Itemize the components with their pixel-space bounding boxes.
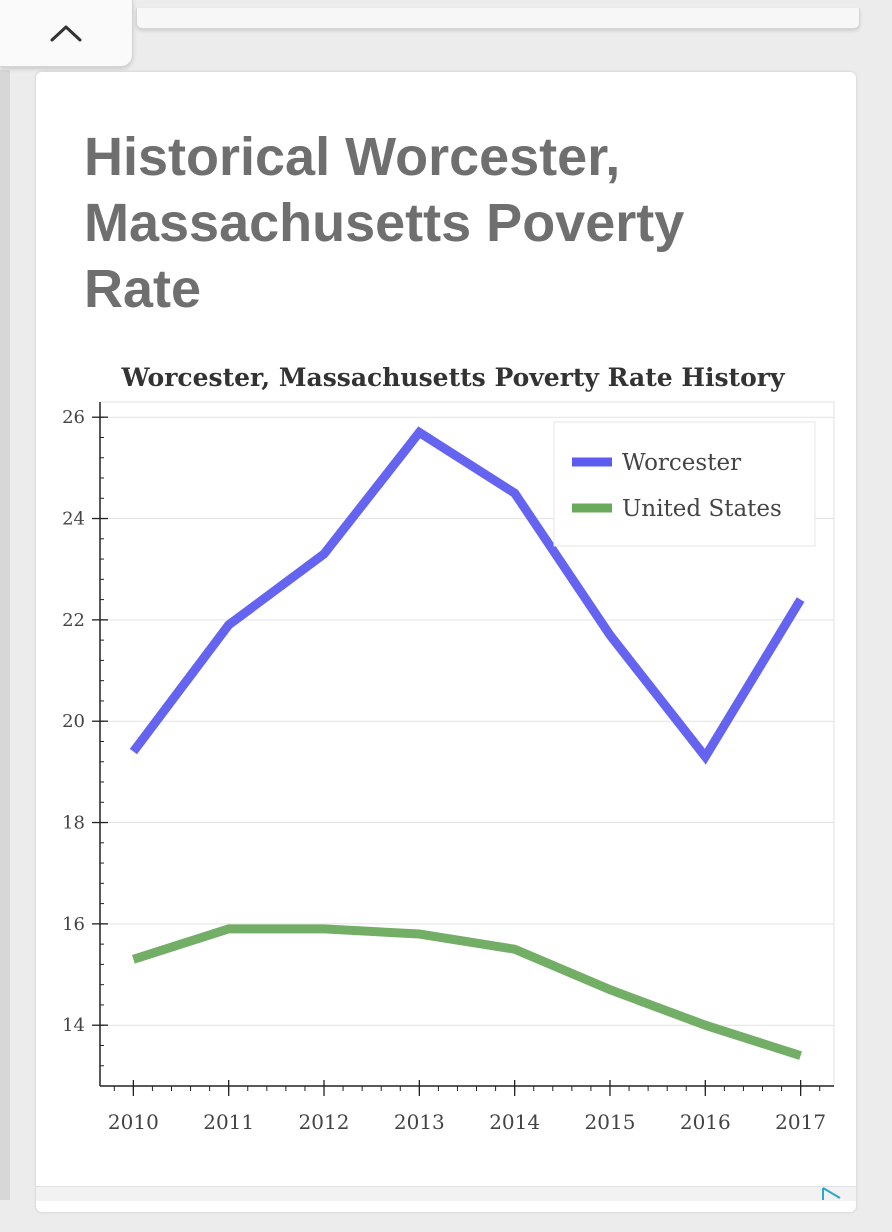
x-tick-label-2014: 2014	[489, 1110, 540, 1134]
y-tick-label-20: 20	[62, 711, 85, 732]
series-line-united-states	[132, 924, 802, 1060]
x-tick-label-2012: 2012	[299, 1110, 350, 1134]
page-title: Historical Worcester, Massachusetts Pove…	[84, 127, 685, 319]
content-card: Historical Worcester, Massachusetts Pove…	[36, 72, 856, 1212]
y-tick-label-26: 26	[62, 407, 85, 428]
axes: 14 16 18 20 22 24 26 2010 2011 2012 2013 2014 2015 20…	[62, 402, 834, 1134]
chevron-up-icon	[50, 25, 82, 42]
collapse-tab-button[interactable]	[0, 0, 133, 67]
legend: Worcester United States	[553, 421, 816, 547]
y-tick-label-22: 22	[62, 610, 85, 631]
legend-box	[553, 421, 816, 547]
top-strip	[136, 8, 860, 29]
legend-label-worcester: Worcester	[622, 450, 741, 476]
bottom-bar	[36, 1186, 856, 1201]
y-tick-label-24: 24	[62, 509, 85, 530]
chart-title: Worcester, Massachusetts Poverty Rate Hi…	[121, 363, 786, 392]
y-tick-label-18: 18	[62, 813, 85, 834]
left-rail	[0, 70, 10, 1200]
x-tick-label-2015: 2015	[585, 1110, 636, 1134]
x-tick-label-2013: 2013	[394, 1110, 445, 1134]
series-lines	[129, 426, 805, 1060]
x-tick-label-2017: 2017	[775, 1110, 826, 1134]
y-tick-label-16: 16	[62, 914, 85, 935]
poverty-rate-chart: Worcester, Massachusetts Poverty Rate Hi…	[62, 363, 835, 1134]
legend-label-united-states: United States	[622, 496, 782, 522]
x-tick-label-2011: 2011	[203, 1110, 254, 1134]
play-triangle-icon[interactable]	[820, 1186, 844, 1200]
x-tick-label-2016: 2016	[680, 1110, 731, 1134]
y-tick-label-14: 14	[62, 1015, 85, 1036]
series-line-worcester	[129, 426, 805, 765]
x-tick-label-2010: 2010	[108, 1110, 159, 1134]
